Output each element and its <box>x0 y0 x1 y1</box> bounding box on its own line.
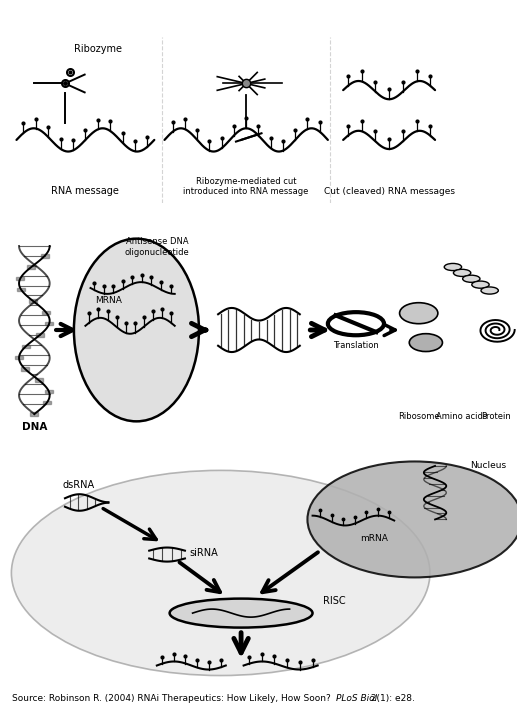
Polygon shape <box>30 412 38 416</box>
Circle shape <box>453 270 471 277</box>
Text: dsRNA: dsRNA <box>62 480 95 490</box>
Text: Ribozyme Mechanism: Ribozyme Mechanism <box>13 19 198 34</box>
Polygon shape <box>41 255 49 257</box>
Polygon shape <box>16 277 25 280</box>
Polygon shape <box>45 322 53 326</box>
Text: DNA: DNA <box>21 422 47 432</box>
Text: Antisense Mechanism: Antisense Mechanism <box>13 206 199 222</box>
Text: Cut (cleaved) RNA messages: Cut (cleaved) RNA messages <box>324 187 454 196</box>
Polygon shape <box>29 300 37 303</box>
Text: Protein: Protein <box>482 412 511 421</box>
Text: Translation: Translation <box>333 341 379 350</box>
Ellipse shape <box>169 599 313 627</box>
Circle shape <box>444 263 462 270</box>
Ellipse shape <box>400 303 438 323</box>
Polygon shape <box>36 333 44 336</box>
Text: RNAi Mechanism: RNAi Mechanism <box>13 439 156 453</box>
Text: Source: Robinson R. (2004) RNAi Therapeutics: How Likely, How Soon?: Source: Robinson R. (2004) RNAi Therapeu… <box>13 694 334 703</box>
Text: Nucleus: Nucleus <box>471 462 507 470</box>
Polygon shape <box>22 345 30 348</box>
Text: Ribozyme: Ribozyme <box>74 44 122 54</box>
Polygon shape <box>15 356 23 359</box>
Text: Antisense DNA
oligonucleotide: Antisense DNA oligonucleotide <box>124 237 189 257</box>
Polygon shape <box>43 401 51 404</box>
Polygon shape <box>21 367 29 371</box>
Polygon shape <box>17 288 25 291</box>
Text: Ribosome: Ribosome <box>398 412 439 421</box>
Polygon shape <box>27 265 35 269</box>
Circle shape <box>472 281 489 288</box>
Ellipse shape <box>12 470 430 675</box>
Text: MRNA: MRNA <box>96 296 122 305</box>
Ellipse shape <box>74 239 199 422</box>
Ellipse shape <box>308 462 522 577</box>
Text: PLoS Biol: PLoS Biol <box>336 694 377 703</box>
Text: siRNA: siRNA <box>189 548 218 558</box>
Ellipse shape <box>410 333 442 351</box>
Text: RNA message: RNA message <box>51 186 119 196</box>
Circle shape <box>481 287 498 294</box>
Polygon shape <box>35 379 43 381</box>
Text: RISC: RISC <box>323 596 345 606</box>
Text: Amino acids: Amino acids <box>436 412 487 421</box>
Polygon shape <box>45 390 53 393</box>
Polygon shape <box>42 310 50 314</box>
Circle shape <box>463 275 480 282</box>
Text: mRNA: mRNA <box>360 534 388 543</box>
Text: 2(1): e28.: 2(1): e28. <box>368 694 415 703</box>
Text: Ribozyme-mediated cut
introduced into RNA message: Ribozyme-mediated cut introduced into RN… <box>184 176 309 196</box>
